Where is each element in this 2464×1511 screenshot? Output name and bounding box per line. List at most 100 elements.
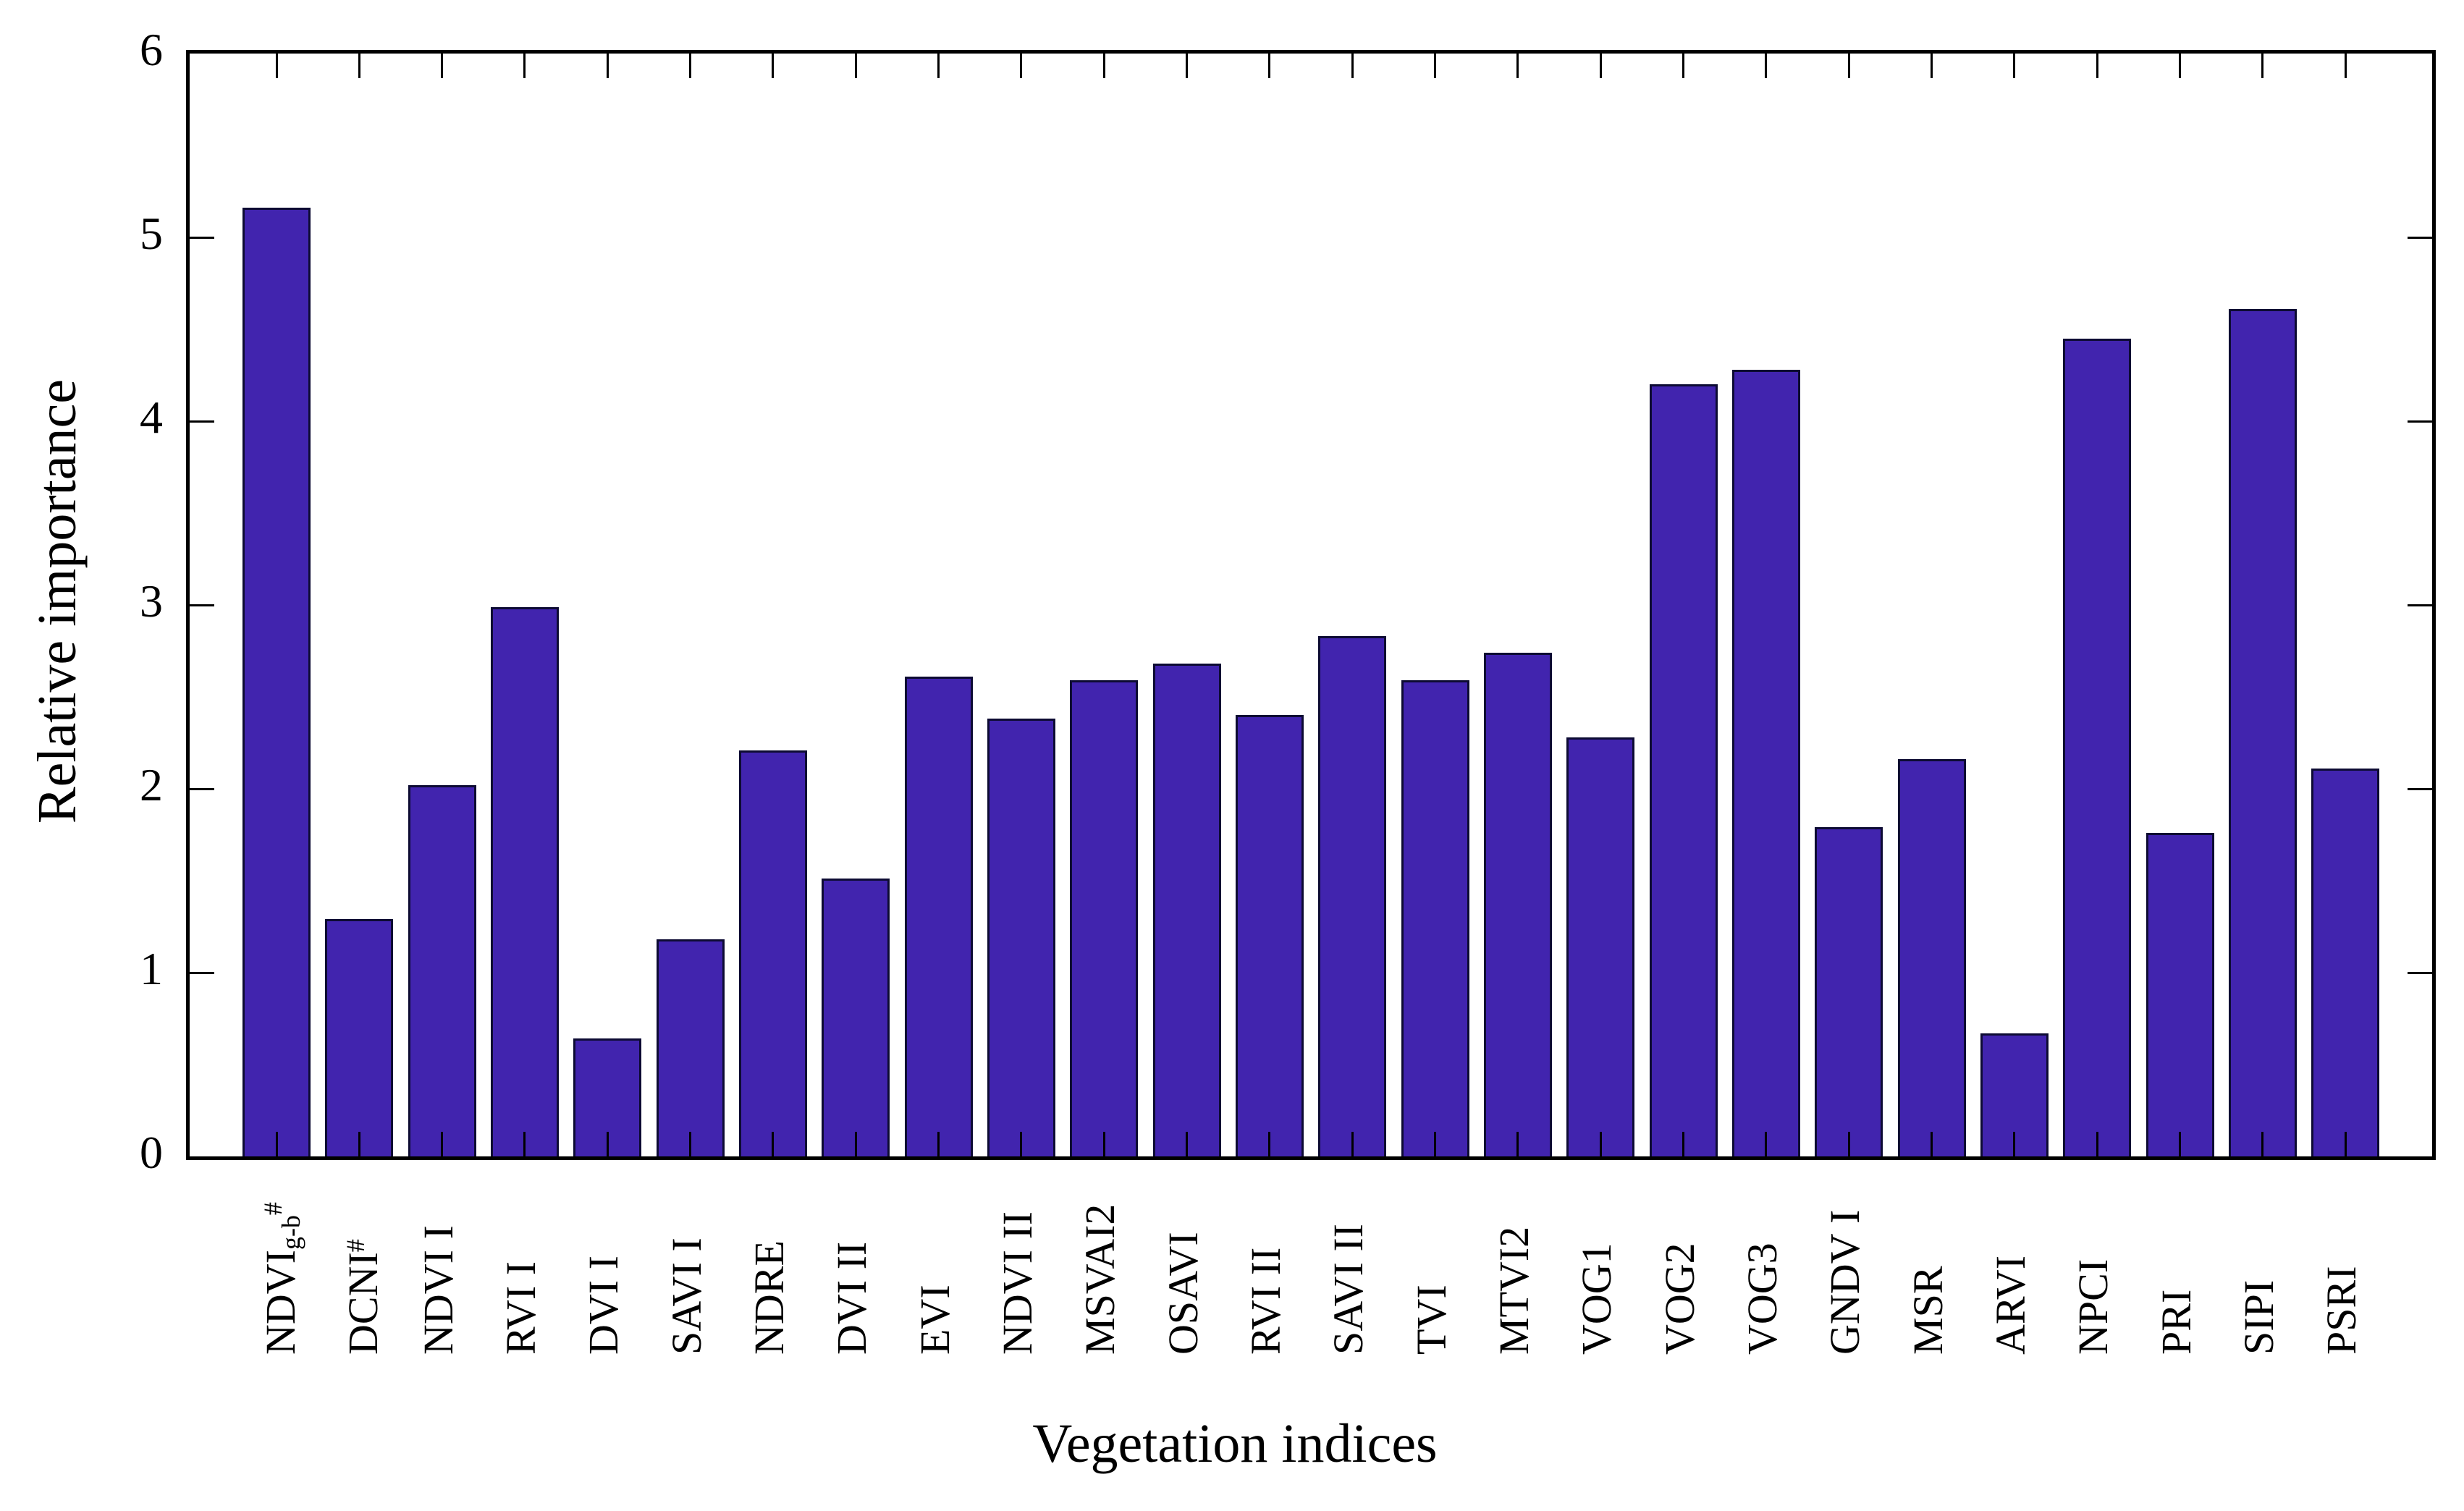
x-tick-label: DVI I <box>580 1256 628 1355</box>
plot-area <box>186 50 2436 1160</box>
bar-dvi-ii <box>822 879 890 1156</box>
x-tick-bottom <box>1765 1132 1768 1156</box>
x-tick-label: EVI <box>911 1284 958 1355</box>
x-tick-top <box>689 54 692 78</box>
x-tick-top <box>1351 54 1354 78</box>
x-tick-bottom <box>1434 1132 1437 1156</box>
bar-sipi <box>2228 309 2297 1156</box>
x-tick-label: RVI II <box>1241 1247 1289 1355</box>
x-tick-bottom <box>523 1132 526 1156</box>
x-tick-bottom <box>1516 1132 1519 1156</box>
x-tick-bottom <box>2261 1132 2264 1156</box>
y-tick-label: 6 <box>140 24 163 75</box>
y-tick-left <box>190 971 214 974</box>
bar-evi <box>904 677 973 1156</box>
x-tick-bottom <box>854 1132 857 1156</box>
bar-savi-i <box>656 939 725 1156</box>
x-tick-top <box>2344 54 2347 78</box>
y-tick-label: 2 <box>140 759 163 810</box>
y-tick-right <box>2408 236 2432 239</box>
bar-npci <box>2063 339 2132 1156</box>
bar-ndvi-ii <box>987 719 1055 1156</box>
bar-vog2 <box>1649 384 1718 1156</box>
x-tick-label: NDVI II <box>993 1211 1041 1355</box>
x-tick-top <box>1020 54 1023 78</box>
y-tick-right <box>2408 787 2432 790</box>
bar-ndvi-i <box>408 785 476 1156</box>
x-tick-label: RVI I <box>497 1261 544 1355</box>
x-tick-label: MSR <box>1904 1266 1952 1355</box>
x-tick-bottom <box>689 1132 692 1156</box>
x-tick-label: NPCI <box>2069 1258 2117 1355</box>
x-tick-bottom <box>1268 1132 1271 1156</box>
x-tick-top <box>2096 54 2098 78</box>
x-tick-label: NDVIg-b# <box>256 1202 306 1355</box>
x-tick-bottom <box>1931 1132 1933 1156</box>
x-tick-bottom <box>1847 1132 1850 1156</box>
x-tick-bottom <box>441 1132 444 1156</box>
bar-gndv-i <box>1815 827 1883 1156</box>
x-tick-label: PRI <box>2152 1289 2200 1355</box>
x-tick-top <box>1847 54 1850 78</box>
x-tick-bottom <box>1020 1132 1023 1156</box>
y-tick-left <box>190 787 214 790</box>
bar-msr <box>1897 759 1966 1156</box>
x-tick-top <box>772 54 775 78</box>
bar-vog3 <box>1731 370 1800 1156</box>
x-tick-label: NDVI I <box>414 1225 462 1355</box>
x-tick-top <box>2179 54 2182 78</box>
bar-ndvi <box>242 208 311 1156</box>
x-tick-label: SAVI II <box>1325 1224 1372 1355</box>
bar-rvi-ii <box>1235 715 1304 1156</box>
y-tick-left <box>190 420 214 423</box>
x-tick-bottom <box>1599 1132 1602 1156</box>
x-tick-top <box>1765 54 1768 78</box>
x-tick-top <box>1434 54 1437 78</box>
y-tick-left <box>190 604 214 606</box>
x-tick-top <box>441 54 444 78</box>
x-tick-bottom <box>275 1132 278 1156</box>
bar-tvi <box>1401 680 1469 1156</box>
bar-pri <box>2146 833 2214 1156</box>
x-tick-top <box>523 54 526 78</box>
y-tick-right <box>2408 971 2432 974</box>
y-tick-right <box>2408 420 2432 423</box>
bar-mtvi2 <box>1483 653 1552 1156</box>
x-tick-top <box>1186 54 1189 78</box>
x-tick-top <box>2261 54 2264 78</box>
bar-rvi-i <box>490 607 559 1156</box>
x-tick-top <box>1599 54 1602 78</box>
y-tick-left <box>190 236 214 239</box>
y-tick-label: 0 <box>140 1127 163 1178</box>
bar-psri <box>2311 769 2380 1156</box>
x-tick-label: MSVAI2 <box>1076 1203 1124 1355</box>
bar-vog1 <box>1566 737 1635 1156</box>
x-tick-label: NDRE <box>745 1240 793 1355</box>
x-tick-top <box>358 54 360 78</box>
x-tick-top <box>1516 54 1519 78</box>
x-tick-bottom <box>2344 1132 2347 1156</box>
x-tick-label: DCNI# <box>339 1239 387 1355</box>
x-tick-label: VOG3 <box>1738 1243 1786 1355</box>
x-axis-title: Vegetation indices <box>1032 1413 1438 1474</box>
x-tick-bottom <box>2096 1132 2098 1156</box>
x-tick-label: SIPI <box>2235 1279 2282 1355</box>
x-tick-label: GNDV I <box>1821 1209 1869 1355</box>
x-tick-top <box>1931 54 1933 78</box>
x-tick-label: VOG1 <box>1573 1243 1621 1355</box>
x-tick-label: OSAVI <box>1159 1232 1207 1355</box>
x-tick-bottom <box>2179 1132 2182 1156</box>
x-tick-bottom <box>772 1132 775 1156</box>
bar-dcni <box>325 919 394 1156</box>
bar-msvai2 <box>1070 680 1139 1156</box>
x-tick-bottom <box>2013 1132 2016 1156</box>
y-tick-label: 5 <box>140 208 163 259</box>
y-tick-label: 3 <box>140 575 163 627</box>
x-tick-bottom <box>1186 1132 1189 1156</box>
x-tick-bottom <box>937 1132 940 1156</box>
x-tick-bottom <box>606 1132 609 1156</box>
x-tick-bottom <box>358 1132 360 1156</box>
x-tick-label: TVI <box>1407 1284 1455 1355</box>
x-tick-bottom <box>1682 1132 1685 1156</box>
